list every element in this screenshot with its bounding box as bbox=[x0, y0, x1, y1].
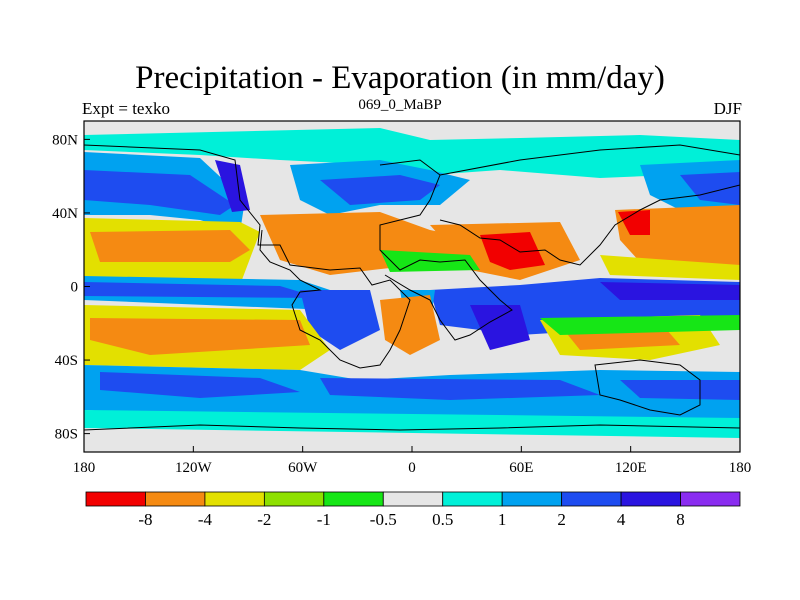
west-coast-max bbox=[215, 160, 250, 212]
warm-pool-max bbox=[600, 282, 740, 300]
figure-title: Precipitation - Evaporation (in mm/day) bbox=[135, 60, 665, 96]
colorbar-label: -8 bbox=[138, 510, 153, 529]
x-tick-label: 180 bbox=[73, 460, 96, 476]
colorbar-swatch bbox=[204, 491, 265, 507]
colorbar-swatch bbox=[382, 491, 444, 507]
colorbar-label: 0.5 bbox=[432, 510, 454, 529]
itcz-pacific bbox=[84, 282, 320, 298]
colorbar-swatch bbox=[561, 491, 622, 507]
season-label: DJF bbox=[713, 99, 742, 118]
antarctic-margin bbox=[84, 410, 740, 438]
colorbar-swatch bbox=[85, 491, 146, 507]
colorbar-label: -0.5 bbox=[369, 510, 397, 529]
colorbar-swatch bbox=[680, 491, 741, 507]
colorbar-label: -4 bbox=[197, 510, 212, 529]
south-indian-transition bbox=[540, 315, 740, 335]
x-axis: 180 120W 60W 0 60E 120E 180 bbox=[73, 446, 752, 476]
y-tick-label: 40N bbox=[52, 206, 78, 222]
x-tick-label: 60E bbox=[509, 460, 533, 476]
coastlines bbox=[84, 144, 740, 431]
central-africa-wet bbox=[470, 305, 530, 350]
case-label: 069_0_MaBP bbox=[358, 97, 442, 113]
southern-pacific-core bbox=[100, 372, 300, 398]
east-asia-strong-evaporation bbox=[618, 210, 650, 235]
colorbar-swatch bbox=[442, 491, 503, 507]
colorbar-label: -1 bbox=[316, 510, 331, 529]
y-tick-label: 80N bbox=[52, 132, 78, 148]
colorbar-swatch bbox=[620, 491, 681, 507]
y-axis: 80N 40N 0 40S 80S bbox=[52, 132, 90, 443]
y-tick-label: 0 bbox=[71, 280, 79, 296]
southern-atlantic-core bbox=[320, 378, 600, 400]
europe-africa-outline bbox=[379, 159, 513, 341]
colorbar-label: 8 bbox=[676, 510, 685, 529]
colorbar bbox=[85, 491, 741, 507]
colorbar-label: 1 bbox=[497, 510, 507, 529]
west-pacific-core bbox=[680, 172, 740, 205]
x-tick-label: 60W bbox=[288, 460, 318, 476]
north-atlantic-core bbox=[320, 175, 440, 205]
eurasia-outline bbox=[439, 144, 740, 266]
arabia-strong-evaporation bbox=[480, 232, 545, 270]
colorbar-swatch bbox=[145, 491, 206, 507]
colorbar-swatch bbox=[323, 491, 384, 507]
north-pacific-core bbox=[84, 170, 235, 215]
x-tick-label: 0 bbox=[408, 460, 416, 476]
north-arctic-band bbox=[84, 128, 740, 178]
y-tick-label: 80S bbox=[55, 427, 78, 443]
y-tick-label: 40S bbox=[55, 353, 78, 369]
australia-outline bbox=[594, 359, 701, 416]
colorbar-label: 2 bbox=[557, 510, 566, 529]
colorbar-swatch bbox=[263, 491, 325, 507]
colorbar-label: 4 bbox=[616, 510, 626, 529]
amazon-wet bbox=[300, 290, 380, 350]
west-pacific-subtropics bbox=[600, 255, 740, 280]
x-tick-label: 180 bbox=[729, 460, 752, 476]
south-pacific-evaporation bbox=[90, 318, 310, 355]
experiment-label: Expt = texko bbox=[82, 99, 170, 118]
americas-outline bbox=[84, 144, 411, 369]
antarctica-outline bbox=[84, 424, 740, 431]
x-tick-label: 120E bbox=[615, 460, 647, 476]
colorbar-swatch bbox=[501, 491, 563, 507]
x-tick-label: 120W bbox=[175, 460, 213, 476]
southern-indian-core bbox=[620, 380, 740, 400]
map-field bbox=[84, 121, 740, 452]
north-pacific-evaporation bbox=[90, 230, 250, 262]
colorbar-label: -2 bbox=[257, 510, 272, 529]
